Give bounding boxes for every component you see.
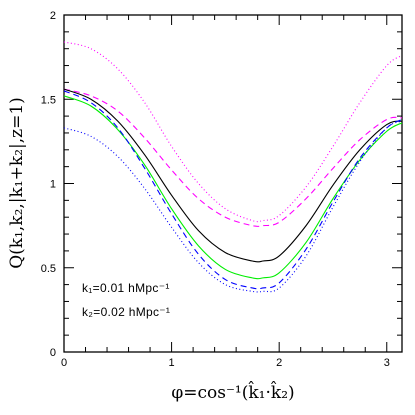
series-line-4 — [63, 90, 403, 290]
y-tick-label: 2 — [50, 10, 56, 22]
annotation-k1: k₁=0.01 hMpc⁻¹ — [82, 281, 170, 295]
y-axis-label: Q(k₁,k₂,|k₁+k₂|,z=1) — [7, 97, 27, 269]
x-tick-label: 2 — [276, 357, 282, 369]
annotation-k2: k₂=0.02 hMpc⁻¹ — [82, 305, 170, 319]
ticks: 0 1 2 3 0 0.5 1 1.5 2 — [41, 10, 402, 369]
x-tick-label: 0 — [61, 357, 67, 369]
plot-frame — [63, 14, 403, 353]
series-layer — [63, 41, 403, 293]
series-line-3 — [63, 95, 403, 280]
series-line-0 — [63, 41, 403, 223]
x-axis-label: φ=cos⁻¹(k̂₁·k̂₂) — [171, 381, 294, 403]
x-tick-label: 1 — [169, 357, 175, 369]
series-line-2 — [63, 88, 403, 263]
x-tick-label: 3 — [384, 357, 390, 369]
series-line-5 — [63, 120, 403, 293]
y-tick-label: 1.5 — [41, 94, 56, 106]
y-tick-label: 0.5 — [41, 263, 56, 275]
y-tick-label: 1 — [50, 179, 56, 191]
series-line-1 — [63, 88, 403, 227]
y-tick-label: 0 — [50, 347, 56, 359]
